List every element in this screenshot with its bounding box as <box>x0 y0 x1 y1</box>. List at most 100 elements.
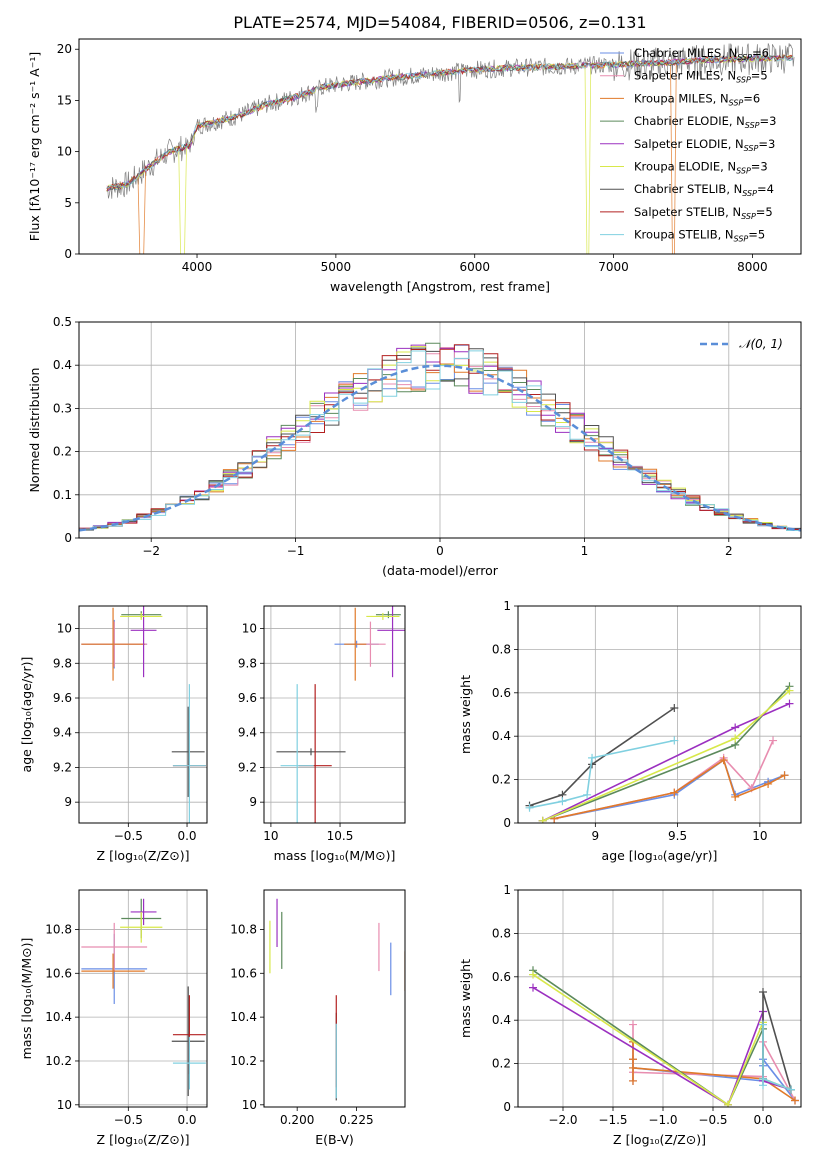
panel-massweight_vs_Z: −2.0 −1.5 −1.0 −0.5 0.0 0 0.2 0.4 0.6 0.8 1 Z [log₁… <box>458 883 802 1147</box>
x-tick-label: 4000 <box>182 260 213 274</box>
y-tick-label: 0.8 <box>492 642 511 656</box>
weight-marker <box>759 1020 767 1029</box>
x-tick-label: −0.5 <box>698 1113 727 1127</box>
x-tick-label: −2 <box>142 544 160 558</box>
weight-marker <box>670 788 679 797</box>
y-tick-label: 10.6 <box>45 966 72 980</box>
x-axis-label: mass [log₁₀(M/M⊙)] <box>274 848 396 863</box>
y-axis-label: age [log₁₀(age/yr)] <box>19 657 34 773</box>
weight-marker <box>785 699 794 708</box>
weight-line <box>632 1024 796 1101</box>
y-tick-label: 10.8 <box>45 922 72 936</box>
y-tick-label: 10.2 <box>230 1054 257 1068</box>
axes-frame <box>263 605 406 824</box>
y-tick-label: 9 <box>64 795 72 809</box>
plot-area <box>269 898 405 1101</box>
y-tick-label: 9.2 <box>238 760 257 774</box>
weight-line <box>542 689 791 822</box>
x-axis-label: Z [log₁₀(Z/Z⊙)] <box>97 848 190 863</box>
panel-spectrum: 4000 5000 6000 7000 8000 0 5 10 15 20 wavelength [… <box>27 38 802 294</box>
weight-marker <box>759 987 767 996</box>
panel-age_vs_mass: 10 10.5 9 9.2 9.4 9.6 9.8 10 mass [log₁₀(M/M⊙)] <box>238 605 406 863</box>
y-tick-label: 15 <box>57 93 72 107</box>
y-tick-label: 0.4 <box>53 358 72 372</box>
legend-label: Salpeter MILES, NSSP=5 <box>634 69 768 85</box>
weight-marker <box>764 779 773 788</box>
axes-frame <box>517 889 802 1108</box>
y-tick-label: 10.4 <box>45 1010 72 1024</box>
y-tick-label: 10.4 <box>230 1010 257 1024</box>
weight-line <box>542 702 790 822</box>
weight-marker <box>529 983 537 992</box>
panel-age_vs_Z: −0.5 0.0 9 9.2 9.4 9.6 9.8 10 Z [log₁₀(Z/Z⊙)] age… <box>19 605 208 863</box>
plot-area <box>276 606 405 823</box>
weight-marker <box>629 1063 637 1072</box>
weight-line <box>542 685 791 822</box>
x-axis-label: E(B-V) <box>315 1132 354 1147</box>
weight-line <box>554 758 785 820</box>
weight-line <box>632 1041 796 1102</box>
y-tick-label: 0.2 <box>492 773 511 787</box>
y-tick-label: 0.4 <box>492 1013 511 1027</box>
plot-area <box>529 966 799 1107</box>
y-tick-label: 10.2 <box>45 1054 72 1068</box>
x-axis-label: (data-model)/error <box>382 563 499 578</box>
y-tick-label: 9.4 <box>53 726 72 740</box>
y-tick-label: 9.4 <box>238 726 257 740</box>
weight-marker <box>670 736 679 745</box>
y-tick-label: 0.2 <box>492 1057 511 1071</box>
panel-mass_vs_ebv: 0.200 0.225 10 10.2 10.4 10.6 10.8 E(B-V) <box>230 889 406 1147</box>
axes-frame <box>78 321 802 539</box>
weight-line <box>762 1024 792 1091</box>
x-tick-label: 0 <box>436 544 444 558</box>
y-tick-label: 0 <box>503 816 511 830</box>
plot-area <box>106 43 795 254</box>
y-tick-label: 9.8 <box>238 656 257 670</box>
x-tick-label: 8000 <box>737 260 768 274</box>
y-tick-label: 0 <box>64 247 72 261</box>
x-tick-label: 0.225 <box>339 1113 373 1127</box>
x-tick-label: 2 <box>725 544 733 558</box>
x-axis-label: age [log₁₀(age/yr)] <box>602 848 718 863</box>
y-tick-label: 10 <box>242 622 257 636</box>
model-spectrum <box>106 54 794 254</box>
x-tick-label: −0.5 <box>114 1113 143 1127</box>
x-tick-label: 5000 <box>321 260 352 274</box>
y-axis-label: mass weight <box>458 675 473 754</box>
y-tick-label: 0.4 <box>492 729 511 743</box>
x-tick-label: 0.200 <box>280 1113 314 1127</box>
y-tick-label: 0 <box>503 1100 511 1114</box>
x-tick-label: −1.5 <box>598 1113 627 1127</box>
y-tick-label: 9.6 <box>53 691 72 705</box>
y-tick-label: 10 <box>57 622 72 636</box>
weight-marker <box>670 703 679 712</box>
histogram-step <box>79 344 801 530</box>
plot-area <box>81 898 206 1097</box>
weight-marker <box>719 756 728 765</box>
weight-marker <box>525 803 534 812</box>
x-tick-label: 0.0 <box>177 829 196 843</box>
y-tick-label: 0.6 <box>492 970 511 984</box>
legend-label: Salpeter STELIB, NSSP=5 <box>634 205 773 221</box>
legend-label: Kroupa STELIB, NSSP=5 <box>634 228 765 244</box>
x-tick-label: −0.5 <box>114 829 143 843</box>
panel-mass_vs_Z: −0.5 0.0 10 10.2 10.4 10.6 10.8 Z [log₁₀(Z/Z⊙)]… <box>19 889 208 1147</box>
model-spectrum <box>106 54 793 254</box>
weight-marker <box>558 797 567 806</box>
plot-area <box>525 682 794 823</box>
plot-area <box>79 342 801 532</box>
weight-marker <box>629 1020 637 1029</box>
y-tick-label: 20 <box>57 42 72 56</box>
y-tick-label: 10.8 <box>230 922 257 936</box>
weight-marker <box>791 1096 799 1105</box>
y-tick-label: 9.8 <box>53 656 72 670</box>
y-tick-label: 5 <box>64 196 72 210</box>
y-axis-label: Flux [fλ10⁻¹⁷ erg cm⁻² s⁻¹ A⁻¹] <box>27 52 42 241</box>
y-tick-label: 0.1 <box>53 488 72 502</box>
axes-frame <box>517 605 802 824</box>
x-tick-label: 0.0 <box>753 1113 772 1127</box>
x-axis-label: Z [log₁₀(Z/Z⊙)] <box>97 1132 190 1147</box>
plot-area <box>81 606 206 823</box>
y-tick-label: 0.3 <box>53 401 72 415</box>
